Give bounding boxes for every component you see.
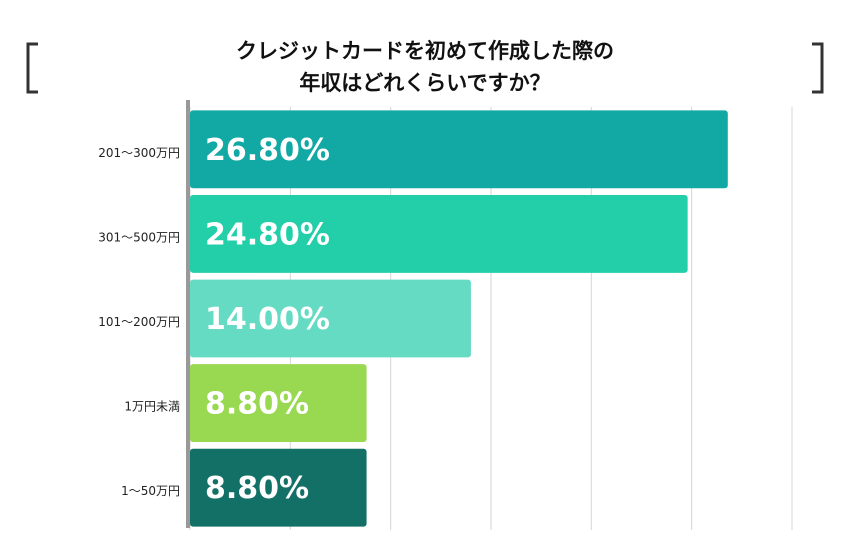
bar [190, 110, 728, 189]
value-label: 26.80% [205, 133, 330, 168]
y-tick-label: 1万円未満 [124, 400, 180, 414]
value-label: 24.80% [205, 217, 330, 252]
bar [190, 194, 688, 273]
bracket-left [26, 42, 38, 94]
value-label: 8.80% [205, 387, 309, 422]
bar [190, 448, 367, 527]
y-tick-label: 301～500万円 [98, 230, 180, 244]
chart-title: 年収はどれくらいですか？ [299, 71, 550, 95]
bar [190, 364, 367, 443]
chart-title: クレジットカードを初めて作成した際の [236, 39, 614, 63]
y-tick-label: 1～50万円 [121, 484, 180, 498]
y-tick-label: 101～200万円 [98, 315, 180, 329]
bar [190, 279, 471, 358]
bracket-right [812, 42, 824, 94]
value-label: 14.00% [205, 302, 330, 337]
value-label: 8.80% [205, 471, 309, 506]
y-tick-label: 201～300万円 [98, 146, 180, 160]
